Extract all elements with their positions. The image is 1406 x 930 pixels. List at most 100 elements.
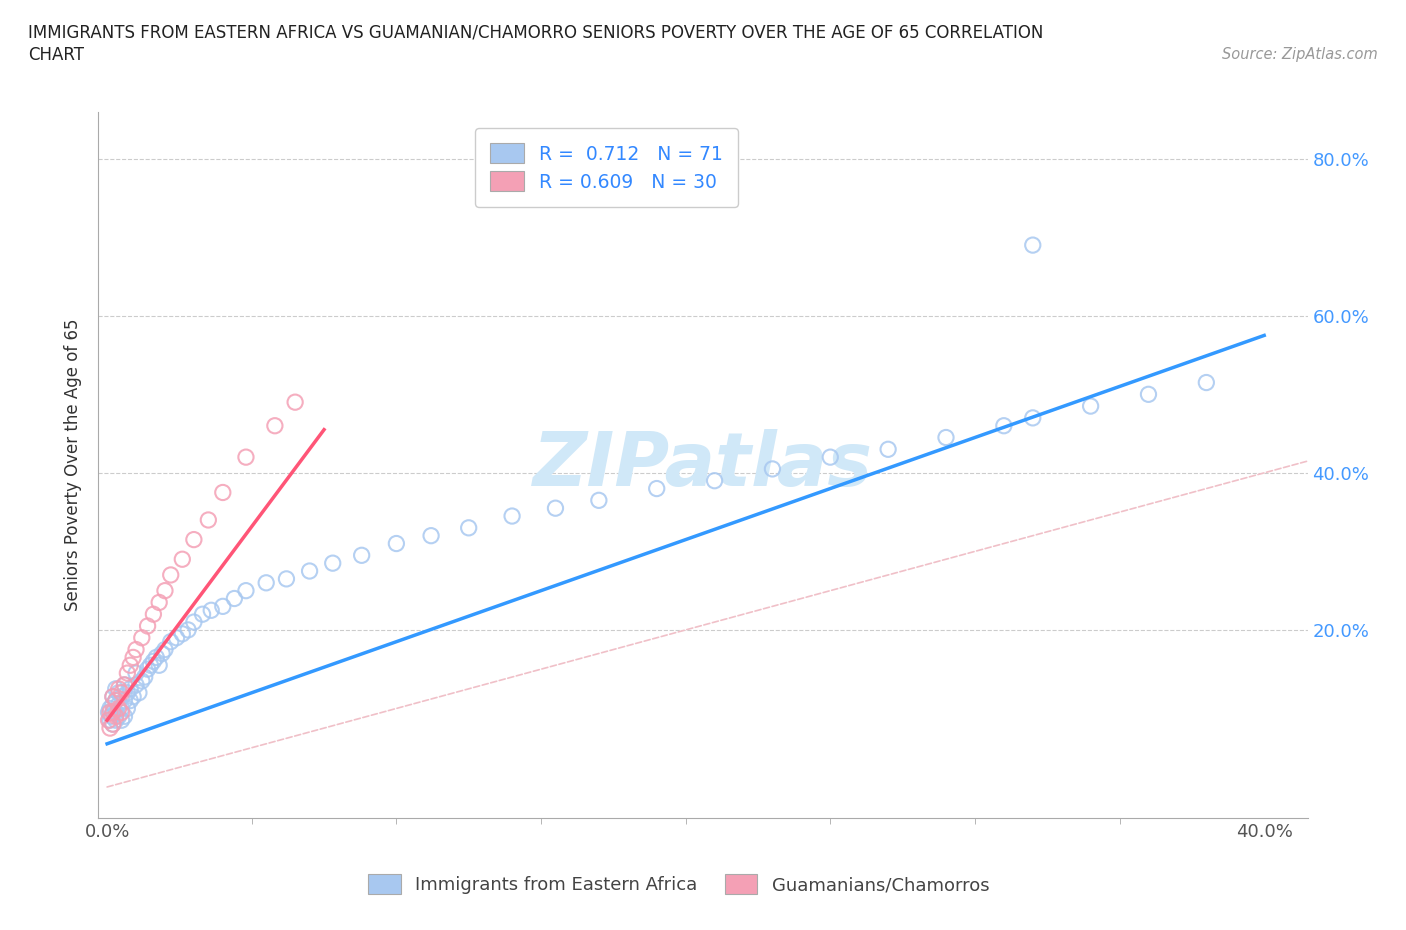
Point — [197, 512, 219, 527]
Point — [104, 705, 127, 720]
Point — [172, 551, 194, 566]
Y-axis label: Seniors Poverty Over the Age of 65: Seniors Poverty Over the Age of 65 — [65, 319, 83, 611]
Point — [117, 701, 139, 716]
Point — [110, 689, 132, 704]
Point — [153, 583, 176, 598]
Text: Source: ZipAtlas.com: Source: ZipAtlas.com — [1222, 46, 1378, 61]
Point — [104, 712, 127, 727]
Point — [420, 528, 443, 543]
Point — [131, 673, 153, 688]
Point — [104, 693, 127, 708]
Point — [322, 556, 344, 571]
Point — [142, 606, 165, 621]
Point — [114, 677, 136, 692]
Point — [131, 631, 153, 645]
Point — [125, 677, 148, 692]
Point — [101, 717, 124, 732]
Point — [117, 685, 139, 700]
Point — [457, 521, 479, 536]
Point — [1195, 375, 1218, 390]
Point — [935, 430, 957, 445]
Point — [385, 536, 408, 551]
Point — [104, 682, 127, 697]
Point — [98, 701, 121, 716]
Text: ZIPatlas: ZIPatlas — [533, 429, 873, 501]
Point — [136, 662, 159, 677]
Point — [101, 705, 124, 720]
Point — [183, 532, 205, 547]
Point — [159, 634, 181, 649]
Point — [101, 717, 124, 732]
Point — [183, 615, 205, 630]
Point — [172, 627, 194, 642]
Point — [993, 418, 1015, 433]
Point — [703, 473, 725, 488]
Point — [544, 500, 567, 515]
Point — [128, 685, 150, 700]
Point — [122, 689, 145, 704]
Point — [120, 682, 142, 697]
Point — [114, 677, 136, 692]
Point — [153, 642, 176, 657]
Point — [101, 698, 124, 712]
Point — [107, 709, 129, 724]
Point — [97, 712, 120, 727]
Point — [588, 493, 610, 508]
Point — [107, 682, 129, 697]
Point — [107, 701, 129, 716]
Point — [350, 548, 373, 563]
Point — [107, 685, 129, 700]
Point — [501, 509, 523, 524]
Point — [284, 394, 307, 409]
Point — [224, 591, 246, 606]
Point — [235, 583, 257, 598]
Point — [101, 689, 124, 704]
Point — [1022, 410, 1045, 425]
Text: IMMIGRANTS FROM EASTERN AFRICA VS GUAMANIAN/CHAMORRO SENIORS POVERTY OVER THE AG: IMMIGRANTS FROM EASTERN AFRICA VS GUAMAN… — [28, 23, 1043, 41]
Point — [1137, 387, 1160, 402]
Point — [110, 705, 132, 720]
Point — [101, 689, 124, 704]
Point — [166, 631, 188, 645]
Legend: Immigrants from Eastern Africa, Guamanians/Chamorros: Immigrants from Eastern Africa, Guamania… — [361, 867, 997, 901]
Point — [177, 622, 200, 637]
Point — [104, 709, 127, 724]
Point — [820, 450, 842, 465]
Point — [254, 576, 277, 591]
Point — [142, 654, 165, 669]
Point — [107, 698, 129, 712]
Point — [148, 595, 170, 610]
Point — [101, 705, 124, 720]
Point — [1022, 238, 1045, 253]
Point — [125, 642, 148, 657]
Point — [148, 658, 170, 672]
Point — [211, 485, 233, 500]
Point — [211, 599, 233, 614]
Point — [200, 603, 222, 618]
Point — [120, 658, 142, 672]
Point — [98, 721, 121, 736]
Point — [125, 666, 148, 681]
Point — [150, 646, 173, 661]
Point — [761, 461, 783, 476]
Point — [139, 658, 162, 672]
Point — [97, 705, 120, 720]
Point — [104, 693, 127, 708]
Point — [191, 606, 214, 621]
Point — [298, 564, 321, 578]
Point — [134, 670, 156, 684]
Point — [235, 450, 257, 465]
Point — [98, 705, 121, 720]
Point — [136, 618, 159, 633]
Point — [1080, 399, 1102, 414]
Point — [114, 693, 136, 708]
Point — [100, 709, 122, 724]
Point — [110, 685, 132, 700]
Point — [159, 567, 181, 582]
Point — [117, 666, 139, 681]
Point — [120, 693, 142, 708]
Point — [264, 418, 287, 433]
Point — [877, 442, 900, 457]
Point — [110, 712, 132, 727]
Point — [645, 481, 668, 496]
